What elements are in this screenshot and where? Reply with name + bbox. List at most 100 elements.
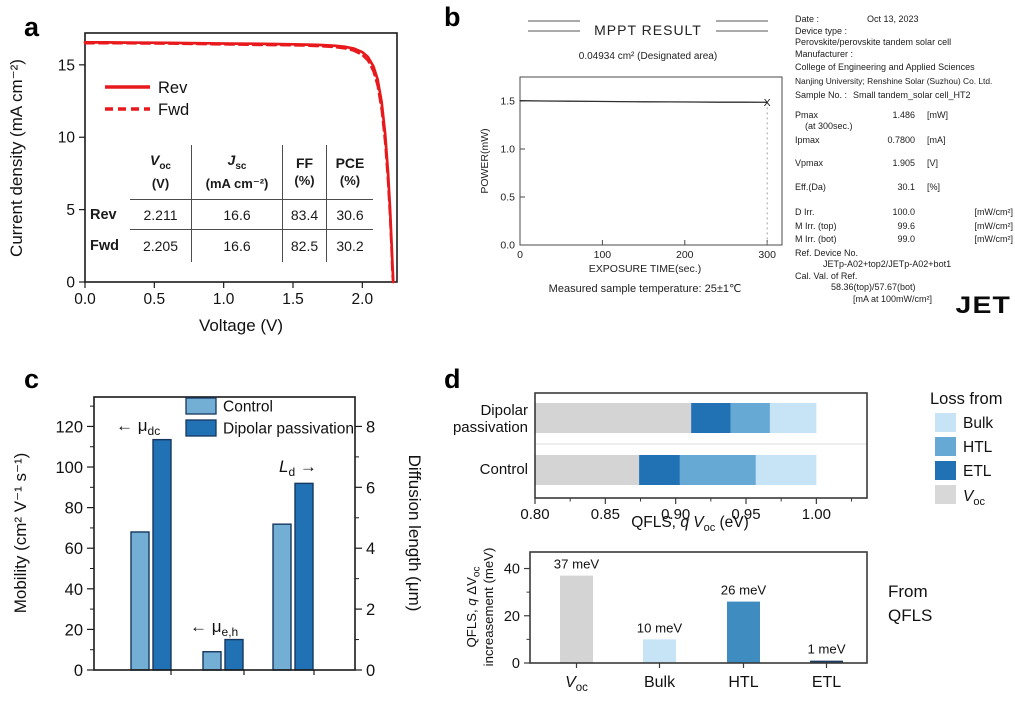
chart-title: MPPT RESULT	[594, 22, 702, 38]
left-tick-label: 60	[65, 540, 83, 558]
table-cell: 16.6	[192, 200, 283, 230]
x-tick-label: 0.0	[74, 291, 96, 308]
bar-voc	[560, 575, 593, 663]
x-tick-label: 100	[594, 249, 612, 261]
y-tick-label: 40	[504, 562, 520, 578]
ref-unit: [mA at 100mW/cm²]	[853, 293, 933, 304]
cert-value: Small tandem_solar cell_HT2	[853, 90, 971, 100]
metric-unit: [V]	[927, 158, 939, 168]
category-label-voc: Voc	[565, 674, 588, 694]
metric-value: 30.1	[897, 181, 915, 192]
y-axis-label-line1: QFLS, q ΔVoc	[464, 567, 483, 648]
cert-label: Device type :	[795, 25, 848, 36]
table-cell: 30.2	[336, 238, 364, 254]
right-tick-label: 8	[366, 418, 375, 436]
table-cell: 16.6	[192, 230, 283, 262]
y-axis-label: POWER(mW)	[479, 128, 491, 193]
end-marker: X	[764, 97, 771, 109]
left-tick-label: 0	[74, 662, 83, 680]
legend-swatch-dipolar	[185, 419, 217, 437]
y-tick-label: 1.5	[500, 96, 515, 108]
side-text-from: From	[888, 582, 928, 601]
cert-label: Date :	[795, 14, 820, 24]
bar-dipolar-passivation	[152, 438, 172, 671]
certificate-info: Date : Oct 13, 2023 Device type : Perovsk…	[795, 14, 1013, 305]
legend-label-rev: Rev	[158, 79, 188, 97]
segment-bulk	[769, 403, 817, 433]
y-tick-label: 1.0	[500, 144, 515, 156]
y-tick-label: 0.5	[500, 192, 515, 204]
bar-dipolar-passivation	[294, 482, 314, 671]
metric-value: 99.0	[897, 234, 915, 244]
bar-value-label: 26 meV	[721, 583, 767, 598]
panel-label-a: a	[24, 12, 40, 42]
y-axis-label: Current density (mA cm⁻²)	[7, 59, 26, 257]
bar-htl	[727, 601, 760, 663]
metric-value: 0.7800	[887, 134, 915, 145]
metric-label: Eff.(Da)	[795, 181, 826, 192]
metric-label: Vpmax	[795, 158, 824, 168]
x-tick-label: 0.95	[731, 506, 760, 523]
segment-etl	[639, 455, 680, 485]
side-text-qfls: QFLS	[888, 606, 932, 625]
panel-label-d: d	[444, 364, 461, 394]
panel-label-b: b	[444, 2, 461, 32]
legend-label-bulk: Bulk	[963, 415, 993, 432]
metric-unit: [mW/cm²]	[974, 207, 1014, 217]
bar-etl	[810, 660, 843, 663]
y-tick-label: 0	[512, 656, 520, 672]
metric-value: 100.0	[892, 207, 915, 217]
y-tick-label: 5	[66, 202, 75, 219]
bar-dipolar-passivation	[224, 638, 244, 671]
metric-unit: [mW/cm²]	[974, 234, 1014, 244]
cert-value: Nanjing University; Renshine Solar (Suzh…	[795, 75, 993, 86]
metric-label: Ipmax	[795, 134, 820, 145]
ref-label: Cal. Val. of Ref.	[795, 270, 858, 281]
bar-value-label: 37 meV	[554, 557, 600, 572]
ref-value: 58.36(top)/57.67(bot)	[831, 282, 916, 292]
legend-swatch-bulk	[935, 413, 956, 432]
legend-swatch-voc	[935, 485, 956, 504]
segment-htl	[679, 455, 756, 485]
x-tick-label: 0.85	[591, 506, 620, 523]
category-label-etl: ETL	[812, 674, 841, 691]
table-row-label: Rev	[90, 206, 117, 223]
metric-unit: [%]	[927, 181, 941, 192]
legend-title: Loss from	[930, 390, 1002, 408]
cert-value: Oct 13, 2023	[867, 14, 919, 24]
metric-label: Pmax	[795, 109, 819, 120]
x-tick-label: 300	[758, 249, 776, 261]
mppt-power-line	[519, 100, 768, 103]
legend-label-fwd: Fwd	[158, 101, 189, 119]
plot-frame	[93, 396, 356, 671]
y-tick-label: 0.0	[500, 240, 515, 252]
left-tick-label: 100	[55, 459, 83, 477]
table-corner	[88, 145, 130, 199]
right-tick-label: 6	[366, 479, 375, 497]
cert-label: Manufacturer :	[795, 48, 854, 59]
x-axis-label: QFLS, q Voc (eV)	[631, 514, 749, 534]
legend-label-htl: HTL	[963, 439, 993, 456]
legend-label-etl: ETL	[963, 463, 992, 480]
table-row-label: Fwd	[90, 238, 119, 254]
x-tick-label: 0.80	[520, 506, 549, 523]
legend-swatch-htl	[935, 437, 956, 456]
right-axis-label: Diffusion length (μm)	[405, 455, 424, 612]
category-label-htl: HTL	[728, 674, 758, 691]
legend-label-dipolar: Dipolar passivation	[223, 421, 354, 438]
y-tick-label: 20	[504, 609, 520, 625]
bar-bulk	[643, 639, 676, 663]
x-tick-label: 200	[676, 249, 694, 261]
right-tick-label: 0	[366, 662, 375, 680]
x-tick-label: 1.00	[802, 506, 831, 523]
left-tick-label: 80	[65, 500, 83, 518]
table-cell: 2.205	[130, 230, 192, 262]
legend-label-voc: Voc	[963, 488, 985, 508]
ref-value: JETp-A02+top2/JETp-A02+bot1	[823, 259, 952, 269]
bar-value-label: 1 meV	[807, 642, 845, 657]
x-tick-label: 0	[517, 249, 523, 261]
metric-value: 1.486	[892, 109, 915, 120]
segment-bulk	[755, 455, 817, 485]
panel-d-qfls-charts: 0.80 0.85 0.90 0.95 1.00 37 meV 10 meV 26 meV 1 …	[453, 390, 1002, 694]
